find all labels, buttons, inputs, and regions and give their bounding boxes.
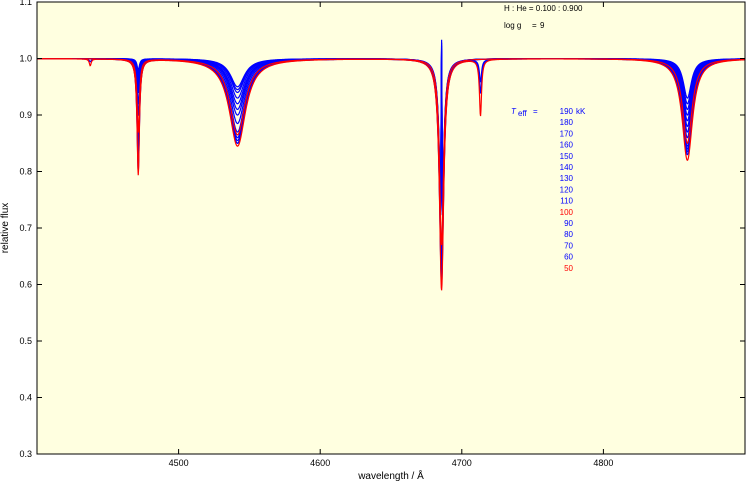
y-tick-label: 1.0 bbox=[19, 54, 32, 64]
legend-entry: 100 bbox=[560, 208, 574, 217]
x-tick-label: 4500 bbox=[169, 458, 189, 468]
y-tick-label: 0.9 bbox=[19, 110, 32, 120]
legend-entry: 50 bbox=[564, 264, 573, 273]
y-tick-label: 0.5 bbox=[19, 336, 32, 346]
x-tick-label: 4700 bbox=[452, 458, 472, 468]
axis-ticks: 4500 4600 4700 4800 0.3 0.4 0.5 0.6 0.7 0.8 0.9 1.0… bbox=[19, 0, 745, 468]
y-tick-label: 0.4 bbox=[19, 393, 32, 403]
legend-entry: 140 bbox=[560, 163, 574, 172]
legend-entry: 190 bbox=[560, 107, 574, 116]
legend-title-eq: = bbox=[533, 107, 538, 116]
logg-label: log g bbox=[504, 21, 521, 30]
legend-entry: 80 bbox=[564, 230, 573, 239]
y-tick-label: 0.8 bbox=[19, 167, 32, 177]
legend-entry: 90 bbox=[564, 219, 573, 228]
spectra-lines bbox=[37, 39, 746, 291]
y-tick-label: 0.6 bbox=[19, 280, 32, 290]
logg-value: 9 bbox=[540, 21, 545, 30]
legend-entry: 170 bbox=[560, 129, 574, 138]
y-tick-label: 0.3 bbox=[19, 449, 32, 459]
legend-entry: 60 bbox=[564, 253, 573, 262]
legend-unit: kK bbox=[576, 107, 586, 116]
legend: T eff = kK 190 180 170 160 150 140 130 120 110 10… bbox=[511, 107, 586, 273]
x-tick-label: 4800 bbox=[593, 458, 613, 468]
legend-entry: 120 bbox=[560, 185, 574, 194]
composition-annotation: H : He = 0.100 : 0.900 bbox=[504, 4, 583, 13]
logg-equals: = bbox=[532, 21, 537, 30]
legend-title: T bbox=[511, 107, 517, 116]
y-tick-label: 1.1 bbox=[19, 0, 32, 7]
svg-text:H : He = 0.100 : 0.900: H : He = 0.100 : 0.900 bbox=[504, 4, 583, 13]
x-tick-label: 4600 bbox=[310, 458, 330, 468]
y-tick-label: 0.7 bbox=[19, 223, 32, 233]
legend-entry: 160 bbox=[560, 141, 574, 150]
plot-background bbox=[37, 2, 745, 454]
legend-entry: 70 bbox=[564, 241, 573, 250]
legend-entry: 130 bbox=[560, 174, 574, 183]
logg-annotation: log g = 9 bbox=[504, 21, 545, 30]
series-line-50kK bbox=[37, 58, 746, 291]
y-axis-label: relative flux bbox=[0, 203, 11, 254]
legend-entry: 110 bbox=[560, 197, 573, 206]
legend-entry: 150 bbox=[560, 152, 574, 161]
x-axis-label: wavelength / Å bbox=[357, 469, 424, 482]
legend-entry: 180 bbox=[560, 118, 574, 127]
legend-title-sub: eff bbox=[518, 109, 528, 118]
